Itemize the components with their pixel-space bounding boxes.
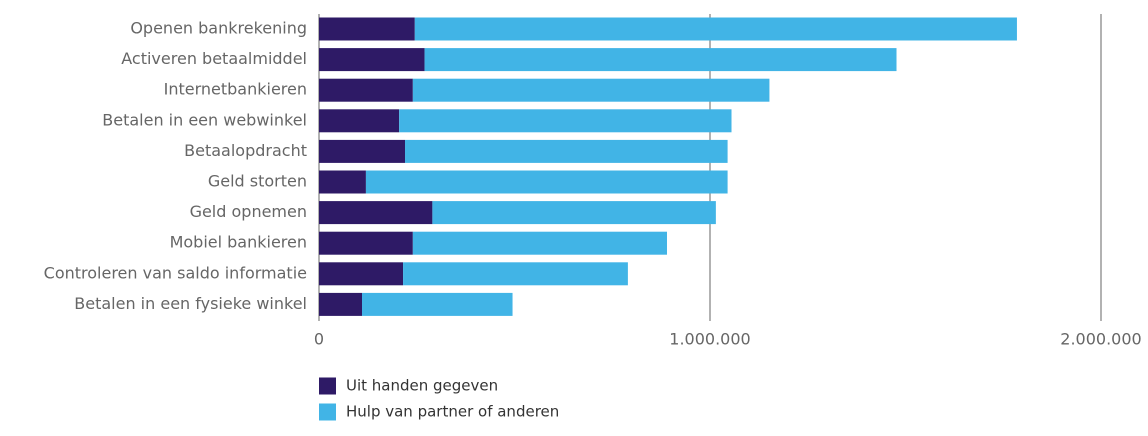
bar-segment <box>319 48 425 72</box>
legend-label: Uit handen gegeven <box>346 377 498 395</box>
bar-segment <box>399 109 732 133</box>
category-label: Internetbankieren <box>164 80 307 99</box>
category-label: Betalen in een webwinkel <box>102 110 307 129</box>
bar-segment <box>362 292 513 316</box>
bar-segment <box>414 17 1017 41</box>
bar-segment <box>319 292 363 316</box>
x-tick-label: 0 <box>314 330 324 349</box>
category-labels: Openen bankrekening Activeren betaalmidde… <box>44 19 307 313</box>
bar-segment <box>319 109 400 133</box>
category-label: Openen bankrekening <box>130 19 307 38</box>
category-label: Mobiel bankieren <box>170 233 307 252</box>
bar-segment <box>319 201 433 225</box>
bar-segment <box>424 48 897 72</box>
bar-segment <box>319 78 413 102</box>
bar-segment <box>403 262 628 286</box>
bar-segment <box>365 170 728 194</box>
bar-segment <box>319 139 406 163</box>
legend-label: Hulp van partner of anderen <box>346 403 559 421</box>
category-label: Controleren van saldo informatie <box>44 263 307 282</box>
bar-segment <box>412 231 667 255</box>
category-label: Betalen in een fysieke winkel <box>74 294 307 313</box>
bar-segment <box>319 231 413 255</box>
bar-segment <box>319 262 404 286</box>
x-axis-ticks: 0 1.000.000 2.000.000 <box>314 330 1142 349</box>
x-tick-label: 1.000.000 <box>669 330 750 349</box>
legend-swatch <box>319 377 336 395</box>
bar-segment <box>319 170 366 194</box>
bar-segment <box>432 201 716 225</box>
category-label: Betaalopdracht <box>184 141 307 160</box>
bar-segment <box>405 139 728 163</box>
bar-segment <box>319 17 415 41</box>
bars <box>319 17 1017 316</box>
x-tick-label: 2.000.000 <box>1060 330 1141 349</box>
legend: Uit handen gegeven Hulp van partner of an… <box>319 377 559 421</box>
category-label: Geld storten <box>208 172 307 191</box>
category-label: Geld opnemen <box>190 202 307 221</box>
bar-segment <box>412 78 770 102</box>
legend-swatch <box>319 403 336 421</box>
category-label: Activeren betaalmiddel <box>121 49 307 68</box>
